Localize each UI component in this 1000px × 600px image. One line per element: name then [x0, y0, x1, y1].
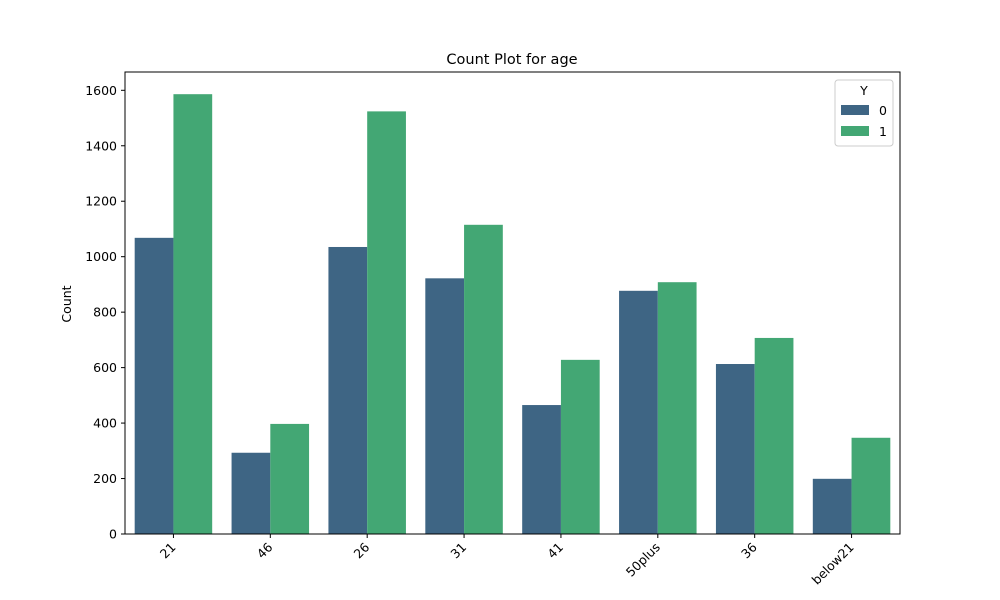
x-tick-label-50plus: 50plus: [623, 540, 663, 580]
y-tick-label: 1400: [85, 138, 117, 153]
legend: Y0 1: [834, 79, 894, 147]
bar-41-y0: [522, 405, 561, 534]
bar-50plus-y0: [619, 290, 658, 534]
y-tick-label: 800: [93, 305, 117, 320]
legend-swatch-0: [841, 105, 869, 115]
bar-36-y0: [715, 364, 755, 534]
bar-36-y1: [754, 337, 794, 534]
bar-41-y1: [560, 359, 600, 534]
bar-below21-y0: [812, 478, 852, 534]
bar-26-y1: [367, 111, 406, 535]
x-tick-label-46: 46: [254, 539, 276, 561]
bar-31-y1: [464, 224, 503, 534]
plot-frame: [124, 71, 901, 535]
bar-26-y0: [328, 246, 368, 534]
y-tick-label: 1200: [85, 194, 117, 209]
x-tick-label-41: 41: [544, 540, 566, 562]
y-tick-label: 1000: [85, 249, 117, 264]
bar-21-y0: [134, 237, 174, 534]
bar-46-y0: [231, 452, 271, 534]
chart-title: Count Plot for age: [446, 52, 577, 68]
x-tick-label-26: 26: [350, 539, 372, 561]
y-tick-label: 1600: [85, 83, 117, 98]
x-tick-label-21: 21: [157, 540, 179, 562]
legend-label-1: 1: [879, 124, 887, 139]
legend-swatch-1: [841, 126, 869, 136]
y-tick-label: 600: [93, 360, 117, 375]
bar-21-y1: [173, 94, 213, 534]
bar-50plus-y1: [657, 282, 697, 534]
y-tick-label: 0: [109, 527, 117, 542]
y-tick-label: 400: [93, 416, 117, 431]
bars-group: [134, 94, 891, 535]
bar-46-y1: [270, 423, 310, 534]
x-tick-label-below21: below21: [809, 540, 857, 588]
legend-title: Y: [859, 83, 868, 98]
x-tick-label-36: 36: [738, 539, 760, 561]
bar-31-y0: [425, 278, 465, 534]
bar-below21-y1: [851, 437, 891, 534]
legend-label-0: 0: [879, 103, 887, 118]
y-axis-label: Count: [59, 285, 74, 322]
x-tick-label-31: 31: [447, 540, 469, 562]
y-tick-label: 200: [93, 471, 117, 486]
